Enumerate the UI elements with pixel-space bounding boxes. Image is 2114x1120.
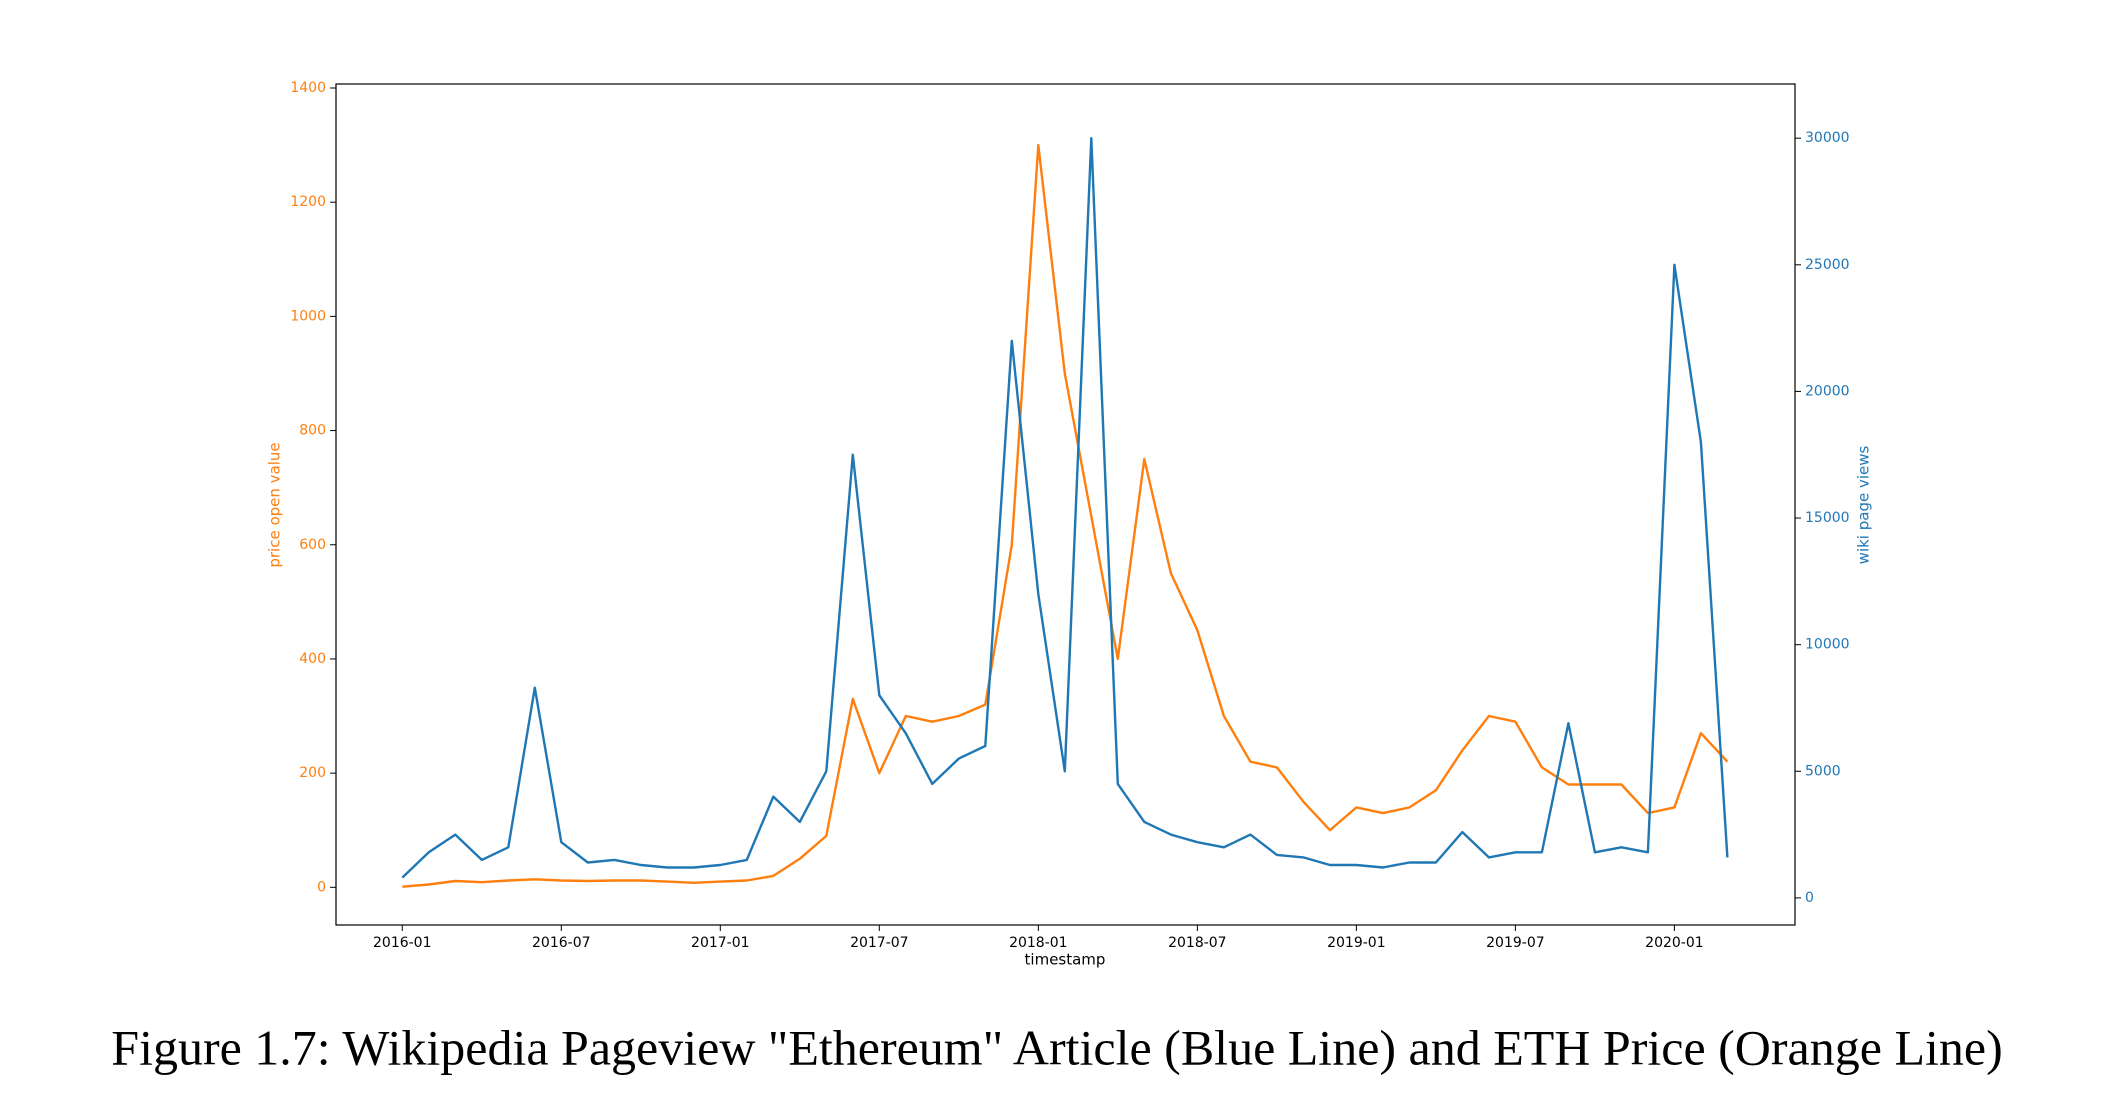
- y2-tick-label: 30000: [1805, 130, 1850, 146]
- x-axis-label: timestamp: [1025, 951, 1106, 969]
- series-line: [401, 137, 1729, 879]
- x-tick-label: 2019-01: [1327, 935, 1386, 951]
- x-tick-label: 2020-01: [1645, 935, 1704, 951]
- y2-tick-label: 20000: [1805, 383, 1850, 399]
- y-tick-label: 1400: [290, 80, 326, 96]
- y-tick-label: 200: [299, 765, 326, 781]
- x-tick-label: 2017-01: [691, 935, 750, 951]
- y2-axis-label: wiki page views: [1855, 445, 1873, 564]
- y2-tick-label: 5000: [1805, 763, 1841, 779]
- series-line: [402, 143, 1729, 888]
- y2-tick-label: 0: [1805, 890, 1814, 906]
- y-tick-label: 0: [317, 879, 326, 895]
- x-tick-label: 2019-07: [1486, 935, 1545, 951]
- y-tick-label: 800: [299, 423, 326, 439]
- y-tick-label: 600: [299, 537, 326, 553]
- y-axis-label: price open value: [266, 442, 284, 567]
- x-tick-label: 2018-07: [1168, 935, 1227, 951]
- y2-tick-label: 10000: [1805, 637, 1850, 653]
- x-tick-label: 2016-01: [373, 935, 432, 951]
- x-tick-label: 2018-01: [1009, 935, 1068, 951]
- y2-tick-label: 15000: [1805, 510, 1850, 526]
- caption: Figure 1.7: Wikipedia Pageview "Ethereum…: [111, 1019, 2002, 1075]
- y-tick-label: 400: [299, 651, 326, 667]
- plot-frame: [335, 83, 1796, 926]
- y2-tick-label: 25000: [1805, 257, 1850, 273]
- y-tick-label: 1000: [290, 308, 326, 324]
- x-tick-label: 2016-07: [532, 935, 591, 951]
- y-tick-label: 1200: [290, 194, 326, 210]
- x-tick-label: 2017-07: [850, 935, 909, 951]
